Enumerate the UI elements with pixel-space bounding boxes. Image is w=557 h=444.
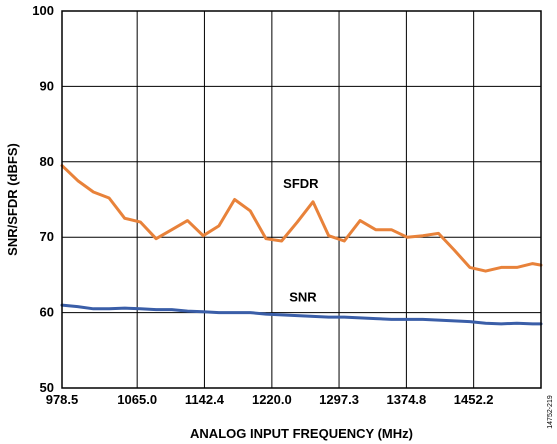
x-tick-label: 1297.3 xyxy=(319,392,359,407)
x-tick-label: 1142.4 xyxy=(185,392,225,407)
y-tick-label: 50 xyxy=(40,380,54,395)
x-tick-labels: 978.5 1065.0 1142.4 1220.0 1297.3 1374.8 1452.… xyxy=(46,392,494,407)
grid xyxy=(62,11,541,388)
x-tick-label: 1452.2 xyxy=(454,392,494,407)
x-axis-title: ANALOG INPUT FREQUENCY (MHz) xyxy=(190,426,413,441)
series-lines xyxy=(60,164,543,326)
x-tick-label: 978.5 xyxy=(46,392,79,407)
y-tick-label: 100 xyxy=(32,3,54,18)
series-line-snr xyxy=(60,303,543,326)
series-label-snr: SNR xyxy=(289,289,317,304)
y-axis-title: SNR/SFDR (dBFS) xyxy=(5,143,20,256)
x-tick-label: 1220.0 xyxy=(252,392,292,407)
y-tick-label: 80 xyxy=(40,154,54,169)
y-tick-label: 90 xyxy=(40,78,54,93)
x-tick-label: 1065.0 xyxy=(117,392,157,407)
y-tick-label: 60 xyxy=(40,305,54,320)
plot-frame xyxy=(61,10,542,389)
series-line-sfdr xyxy=(60,164,543,273)
figure-id: 14752-219 xyxy=(547,395,554,429)
x-tick-label: 1374.8 xyxy=(387,392,427,407)
y-tick-labels: 50 60 70 80 90 100 xyxy=(32,3,54,395)
series-label-sfdr: SFDR xyxy=(283,176,319,191)
series-annotations: SFDR SNR xyxy=(283,176,319,304)
y-tick-label: 70 xyxy=(40,229,54,244)
